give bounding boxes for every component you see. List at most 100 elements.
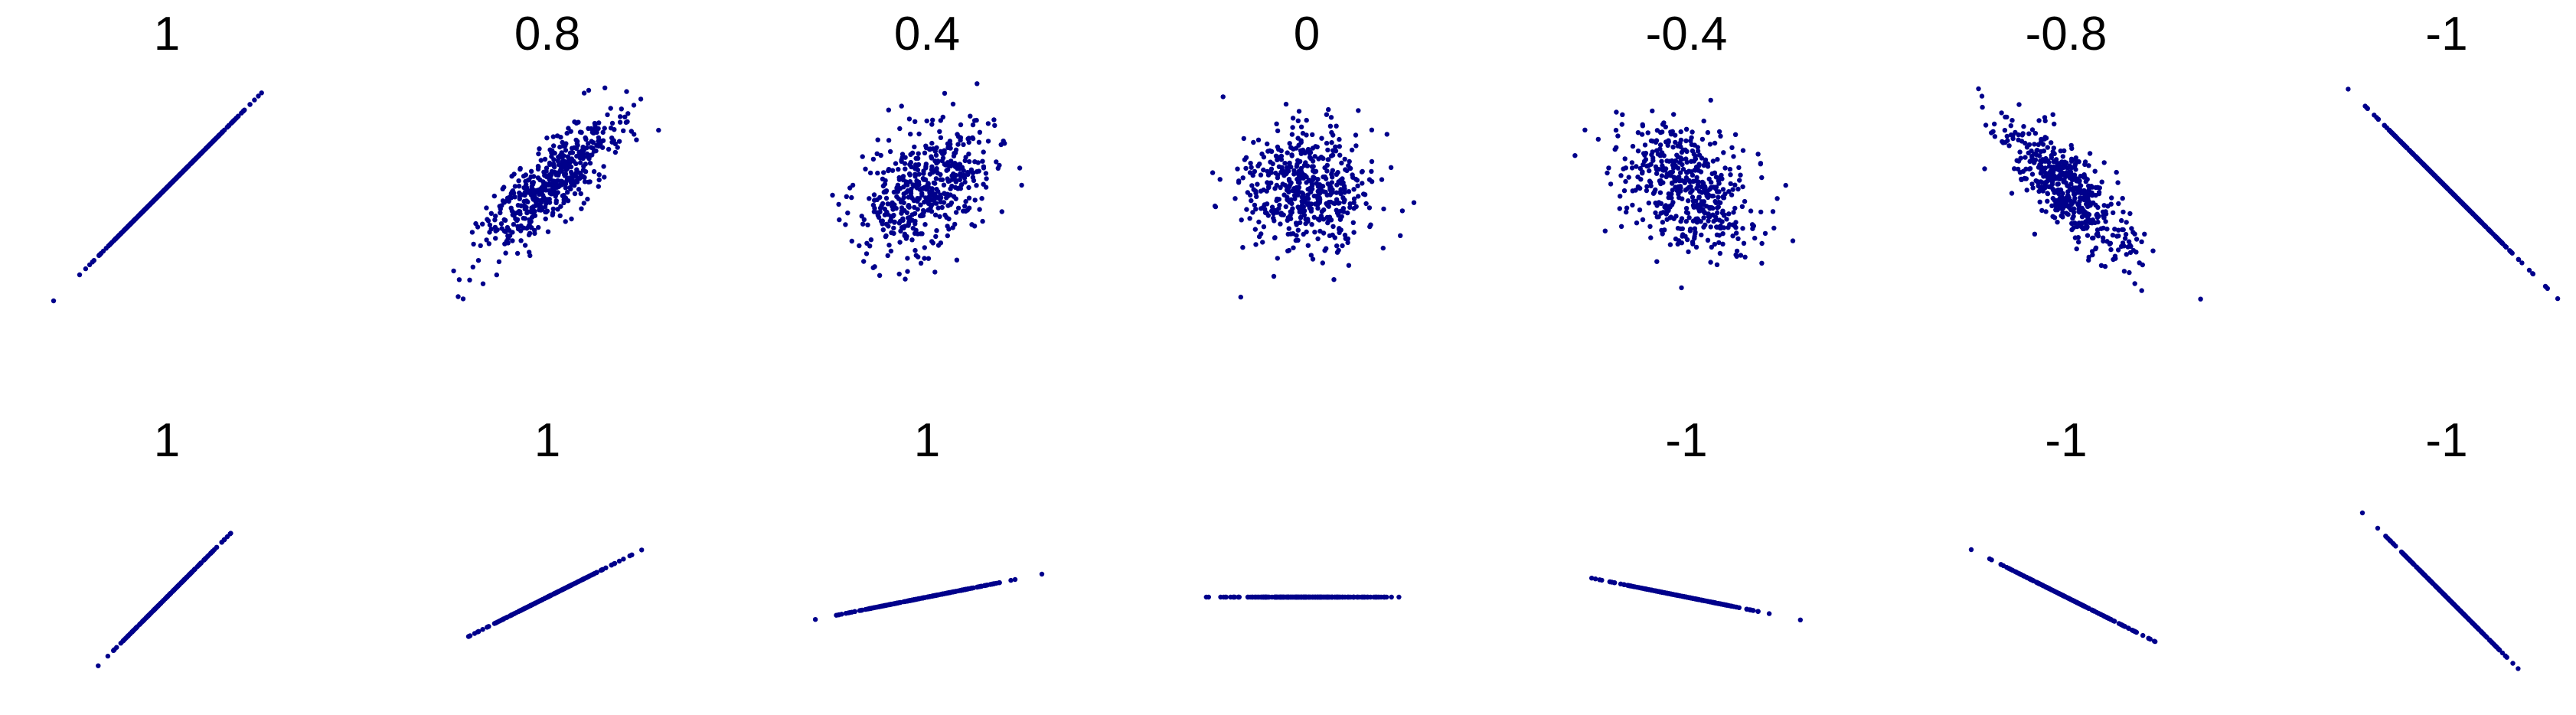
data-point (939, 177, 945, 182)
data-point (1260, 240, 1265, 245)
data-point (874, 197, 880, 203)
data-point (995, 165, 1001, 171)
data-point (574, 179, 580, 184)
data-point (1347, 204, 1353, 211)
data-point (2116, 201, 2121, 207)
panel-5: -0.4 (1572, 8, 1796, 291)
data-point (1346, 163, 1351, 168)
data-point (1307, 151, 1313, 156)
data-point (906, 219, 912, 224)
data-point (2039, 139, 2044, 145)
data-point (1660, 231, 1665, 237)
data-point (1717, 250, 1723, 256)
data-point (2036, 118, 2042, 123)
data-point (1340, 243, 1345, 249)
data-point (1001, 139, 1006, 144)
data-point (2016, 132, 2021, 138)
data-point (1661, 120, 1667, 126)
data-point (219, 540, 224, 545)
data-point (2086, 188, 2091, 193)
data-point (2112, 227, 2117, 232)
data-point (2037, 199, 2042, 204)
data-point (903, 276, 908, 282)
data-point (992, 122, 997, 129)
data-point (1342, 190, 1347, 195)
data-point (880, 201, 886, 207)
data-point (919, 596, 926, 601)
data-point (1716, 189, 1722, 194)
data-point (1351, 230, 1357, 235)
data-point (113, 236, 119, 241)
data-point (1660, 220, 1666, 225)
data-point (1707, 142, 1713, 147)
data-point (1699, 179, 1705, 185)
data-point (1718, 133, 1723, 139)
data-point (1350, 220, 1357, 225)
data-point (929, 189, 935, 194)
data-point (509, 189, 515, 194)
data-point (921, 186, 926, 191)
data-point (1748, 607, 1754, 612)
data-point (1301, 204, 1307, 210)
data-point (2078, 173, 2083, 179)
data-point (2120, 195, 2125, 201)
data-point (581, 576, 586, 582)
data-point (1210, 170, 1216, 175)
data-point (952, 221, 958, 227)
data-point (1312, 154, 1317, 159)
data-point (1654, 171, 1660, 176)
data-point (2390, 131, 2396, 137)
data-point (2150, 248, 2156, 253)
data-point (247, 102, 253, 107)
data-point (1292, 196, 1298, 201)
data-point (160, 189, 165, 194)
data-point (875, 213, 881, 218)
data-point (2052, 198, 2057, 203)
data-point (2021, 124, 2026, 129)
data-point (2010, 118, 2015, 123)
data-point (1330, 152, 1336, 158)
data-point (2006, 143, 2012, 149)
data-point (517, 165, 523, 171)
data-point (536, 224, 541, 230)
data-point (1399, 208, 1406, 214)
data-point (1384, 132, 1390, 137)
data-point (1290, 116, 1296, 121)
data-point (1680, 226, 1685, 231)
data-point (922, 177, 929, 182)
data-point (875, 170, 880, 176)
data-point (902, 231, 908, 237)
data-point (913, 221, 918, 227)
data-point (1345, 210, 1350, 216)
data-point (2052, 215, 2058, 220)
data-point (955, 205, 962, 211)
data-point (1736, 165, 1742, 171)
data-point (1288, 209, 1294, 214)
data-point (926, 194, 932, 199)
data-point (2115, 247, 2121, 253)
data-point (1238, 294, 1244, 300)
panel-10: 1 (812, 414, 1045, 622)
data-point (2475, 216, 2481, 222)
data-point (621, 557, 626, 562)
data-point (1232, 196, 1238, 201)
data-point (882, 206, 888, 212)
data-point (1301, 212, 1308, 218)
data-point (2020, 131, 2026, 137)
data-point (1287, 141, 1292, 146)
data-point (2516, 256, 2521, 262)
data-point (569, 216, 574, 222)
data-point (974, 183, 979, 188)
data-point (1290, 231, 1296, 237)
data-point (563, 162, 568, 168)
data-point (985, 121, 991, 126)
data-point (2069, 220, 2075, 227)
data-point (965, 171, 971, 178)
data-point (542, 204, 548, 210)
data-point (1272, 186, 1278, 191)
data-point (945, 224, 950, 229)
data-point (1351, 200, 1357, 205)
data-point (938, 240, 944, 246)
data-point (916, 171, 922, 177)
